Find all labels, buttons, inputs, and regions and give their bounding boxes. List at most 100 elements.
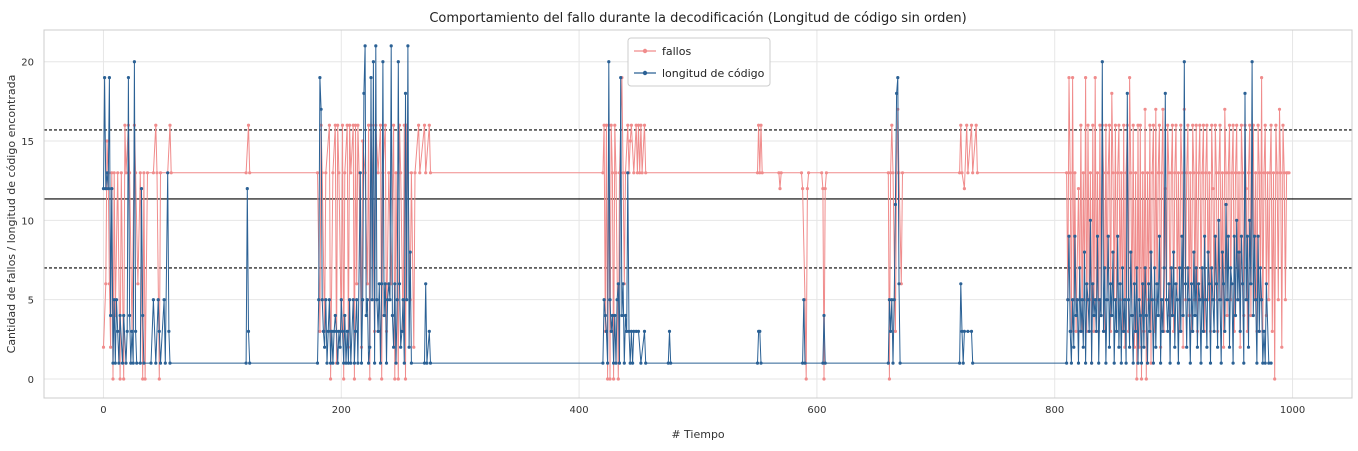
y-tick-label: 20 xyxy=(21,58,34,69)
data-point xyxy=(141,313,145,318)
data-point xyxy=(113,361,117,365)
data-point xyxy=(1141,282,1145,286)
data-point xyxy=(1287,171,1291,175)
data-point xyxy=(642,123,647,127)
data-point xyxy=(248,171,252,175)
data-point xyxy=(805,187,810,191)
data-point xyxy=(1151,123,1155,127)
data-point xyxy=(358,171,362,175)
y-tick-label: 5 xyxy=(28,296,34,307)
data-point xyxy=(1172,250,1176,254)
data-point xyxy=(1197,282,1201,286)
data-point xyxy=(1210,123,1214,127)
data-point xyxy=(1261,361,1265,365)
data-point xyxy=(1185,345,1189,349)
data-point xyxy=(388,298,392,302)
data-point xyxy=(803,361,807,365)
data-point xyxy=(369,76,373,80)
data-point xyxy=(329,361,333,365)
data-point xyxy=(959,123,963,127)
data-point xyxy=(886,361,890,365)
data-point xyxy=(1217,171,1221,175)
data-point xyxy=(822,313,826,318)
data-point xyxy=(1180,171,1184,175)
data-point xyxy=(962,329,967,333)
data-point xyxy=(163,361,167,365)
data-point xyxy=(1145,171,1150,175)
data-point xyxy=(1110,313,1114,318)
data-point xyxy=(632,171,636,175)
data-point xyxy=(1118,282,1122,286)
data-point xyxy=(1147,282,1151,286)
data-point xyxy=(1067,76,1071,80)
data-point xyxy=(338,345,342,349)
data-point xyxy=(1113,298,1117,302)
data-point xyxy=(1270,329,1274,333)
data-point xyxy=(958,171,962,175)
data-point xyxy=(393,377,397,381)
data-point xyxy=(1131,361,1135,365)
data-point xyxy=(1266,171,1270,175)
data-point xyxy=(1242,361,1246,365)
data-point xyxy=(1217,218,1221,222)
data-point xyxy=(368,377,372,381)
data-point xyxy=(1104,123,1108,127)
tick-labels: 0 200 400 600 800 1000 0 5 10 15 20 xyxy=(21,58,1305,416)
data-point xyxy=(362,91,366,95)
data-point xyxy=(961,361,965,365)
data-point xyxy=(1069,361,1073,365)
data-point xyxy=(1246,345,1251,349)
data-point xyxy=(823,361,827,365)
data-point xyxy=(145,171,150,175)
data-point xyxy=(1188,361,1192,365)
data-point xyxy=(406,171,410,175)
data-point xyxy=(895,91,899,95)
data-point xyxy=(323,345,327,349)
data-point xyxy=(112,171,116,175)
data-point xyxy=(969,123,974,127)
data-point xyxy=(640,171,644,175)
data-point xyxy=(412,345,416,349)
data-point xyxy=(111,377,115,381)
data-point xyxy=(109,313,113,318)
data-point xyxy=(608,298,612,302)
data-point xyxy=(602,298,606,302)
data-point xyxy=(1156,171,1160,175)
series-line xyxy=(103,45,1272,364)
data-point xyxy=(359,361,364,365)
data-point xyxy=(378,361,383,365)
data-point xyxy=(758,329,762,333)
data-point xyxy=(129,361,133,365)
data-point xyxy=(349,361,353,365)
data-point xyxy=(804,377,808,381)
data-point xyxy=(1275,171,1279,175)
data-point xyxy=(1092,329,1096,333)
series-0 xyxy=(101,76,1291,381)
data-point xyxy=(417,123,421,127)
data-point xyxy=(1225,313,1229,318)
data-point xyxy=(168,361,172,365)
data-point xyxy=(244,361,248,365)
legend-label-fallos: fallos xyxy=(662,45,691,58)
data-point xyxy=(626,171,630,175)
data-point xyxy=(1159,361,1163,365)
data-point xyxy=(1128,76,1132,80)
data-point xyxy=(1185,171,1189,175)
data-point xyxy=(1200,171,1204,175)
data-point xyxy=(889,171,893,175)
data-point xyxy=(331,171,335,175)
data-point xyxy=(627,329,631,333)
data-point xyxy=(389,44,393,48)
data-point xyxy=(1250,60,1254,64)
data-point xyxy=(1194,266,1198,270)
data-point xyxy=(1117,345,1121,349)
data-point xyxy=(122,313,126,318)
data-point xyxy=(1073,234,1077,238)
data-point xyxy=(824,171,829,175)
data-point xyxy=(154,123,158,127)
data-point xyxy=(1074,329,1078,333)
data-point xyxy=(890,298,894,302)
data-point xyxy=(107,76,111,80)
data-point xyxy=(1199,361,1203,365)
data-point xyxy=(960,171,964,175)
